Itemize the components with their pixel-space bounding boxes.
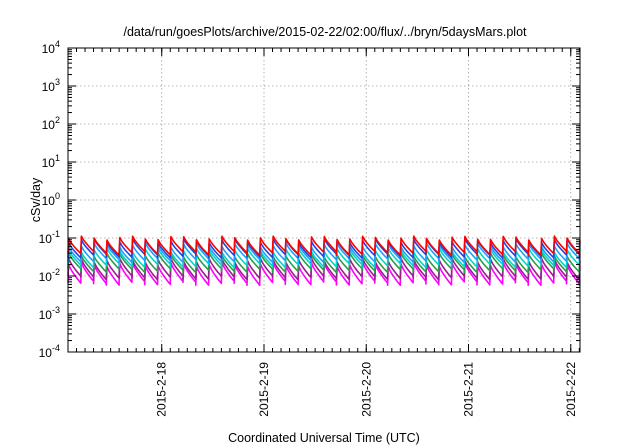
chart-title: /data/run/goesPlots/archive/2015-02-22/0…: [123, 25, 527, 39]
y-tick-label: 100: [42, 191, 60, 208]
y-tick-label: 10-1: [39, 229, 60, 246]
y-tick-label: 10-2: [39, 267, 60, 284]
grid-lines: [68, 48, 580, 352]
x-axis-label: Coordinated Universal Time (UTC): [228, 431, 420, 445]
x-tick-label: 2015-2-22: [564, 362, 578, 417]
y-tick-label: 103: [42, 77, 60, 94]
x-tick-label: 2015-2-20: [359, 362, 373, 417]
series-line: [67, 235, 581, 256]
x-tick-label: 2015-2-19: [257, 362, 271, 417]
x-tick-label: 2015-2-21: [462, 362, 476, 417]
series-line: [67, 257, 581, 281]
y-tick-label: 102: [42, 115, 60, 132]
series-layer: [67, 235, 581, 286]
y-tick-label: 10-3: [39, 305, 60, 322]
axis-ticks: 10-4 10-3 10-2 10-1 100 101 102 103 104 2015-2-18…: [39, 39, 580, 417]
y-tick-label: 10-4: [39, 343, 60, 360]
x-tick-label: 2015-2-18: [155, 362, 169, 417]
y-tick-label: 101: [42, 153, 60, 170]
y-axis-label: cSv/day: [29, 177, 43, 222]
y-tick-label: 104: [42, 39, 60, 56]
